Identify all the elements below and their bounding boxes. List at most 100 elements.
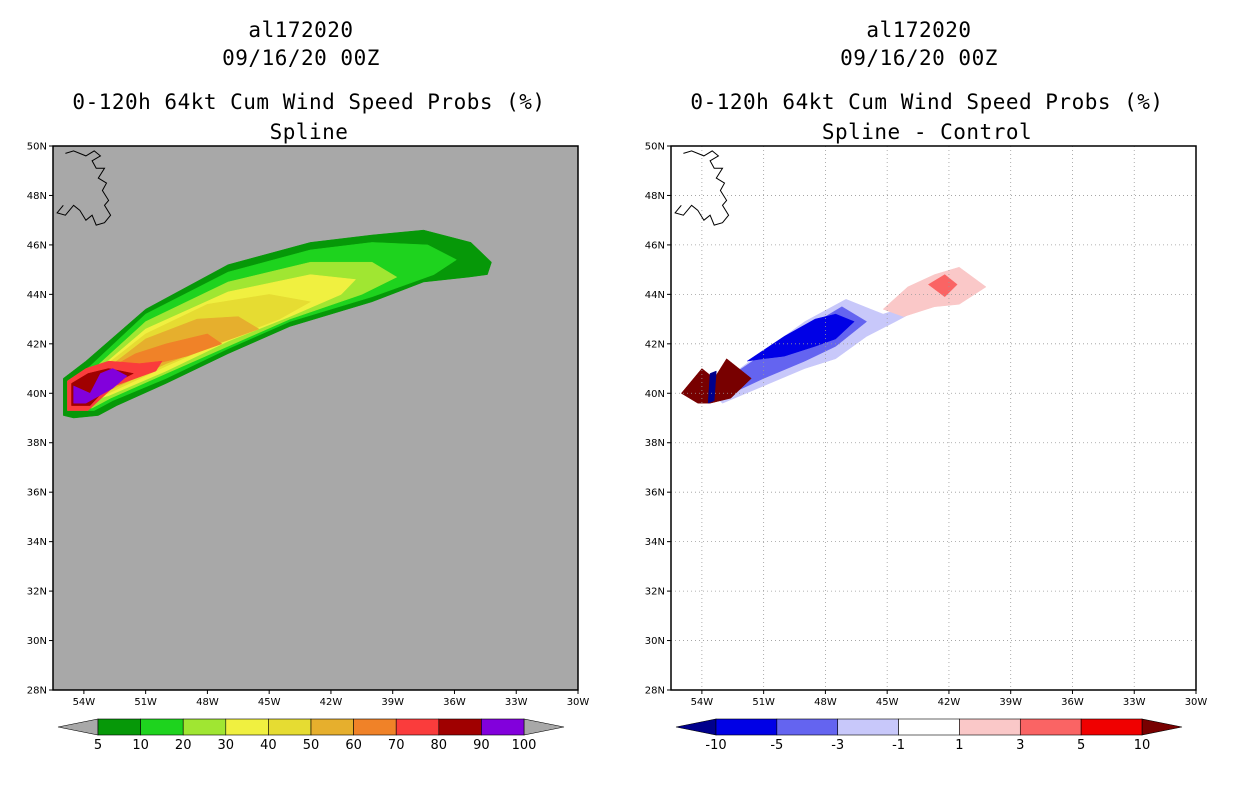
colorbar-swatch [776, 718, 839, 736]
x-tick-label: 54W [691, 697, 714, 708]
colorbar-swatch [353, 718, 397, 736]
colorbar-label: 10 [1134, 738, 1151, 753]
y-tick-label: 40N [645, 389, 665, 400]
colorbar-swatch [837, 718, 899, 736]
colorbar-label: 90 [473, 738, 490, 753]
colorbar-label: 10 [132, 738, 149, 753]
colorbar-swatch [310, 718, 354, 736]
contour-band [707, 370, 717, 404]
y-tick-label: 38N [27, 438, 47, 449]
y-tick-label: 46N [645, 240, 665, 251]
wind-prob-map: 54W 51W 48W 45W 42W 39W 36W 33W 30W 28N 30N 32N 34N 3… [27, 142, 590, 754]
y-tick-label: 42N [645, 339, 665, 350]
colorbar-label: 40 [260, 738, 277, 753]
forecast-datetime: 09/16/20 00Z [222, 46, 380, 70]
chart-subtitle: Spline - Control [821, 120, 1033, 144]
colorbar-label: 20 [175, 738, 192, 753]
panel-spline: al172020 09/16/20 00Z 0-120h 64kt Cum Wi… [27, 18, 590, 754]
colorbar-swatch [182, 718, 227, 736]
x-tick-label: 45W [258, 697, 281, 708]
contour-band [927, 274, 958, 298]
x-tick-label: 51W [134, 697, 157, 708]
y-tick-label: 30N [27, 636, 47, 647]
y-tick-label: 38N [645, 438, 665, 449]
y-tick-label: 32N [645, 587, 665, 598]
colorbar-label: 80 [431, 738, 448, 753]
y-tick-label: 50N [645, 142, 665, 153]
x-tick-label: 42W [320, 697, 343, 708]
colorbar-swatch [438, 718, 482, 736]
x-tick-label: 48W [196, 697, 219, 708]
y-tick-label: 34N [645, 537, 665, 548]
x-tick-label: 51W [752, 697, 775, 708]
contour-band [680, 358, 752, 404]
colorbar-high-end [1141, 718, 1183, 736]
plot-frame [670, 145, 1197, 691]
colorbar-swatch [395, 718, 440, 736]
colorbar-low-end [57, 718, 99, 736]
colorbar-label: -3 [831, 738, 844, 753]
x-tick-label: 30W [567, 697, 590, 708]
colorbar-label: 1 [955, 738, 963, 753]
colorbar-swatch [97, 718, 141, 736]
y-tick-label: 28N [645, 686, 665, 697]
colorbar-swatch [140, 718, 184, 736]
y-tick-label: 46N [27, 240, 47, 251]
coastline [674, 150, 730, 226]
y-tick-label: 30N [645, 636, 665, 647]
x-tick-label: 33W [1123, 697, 1146, 708]
colorbar-swatch [225, 718, 269, 736]
colorbar-label: -1 [892, 738, 905, 753]
panel-spline-minus-control: al172020 09/16/20 00Z 0-120h 64kt Cum Wi… [618, 0, 1236, 800]
contour-band [73, 368, 128, 404]
plot-frame [52, 145, 579, 691]
x-tick-label: 36W [443, 697, 466, 708]
forecast-datetime: 09/16/20 00Z [840, 46, 998, 70]
colorbar-swatch [959, 718, 1021, 736]
chart-title: 0-120h 64kt Cum Wind Speed Probs (%) [72, 90, 546, 114]
plot-background [671, 146, 1196, 690]
colorbar-low-end [675, 718, 717, 736]
contour-band [747, 313, 855, 362]
x-tick-label: 36W [1061, 697, 1084, 708]
x-tick-label: 54W [73, 697, 96, 708]
x-tick-label: 39W [999, 697, 1022, 708]
colorbar-label: 30 [218, 738, 235, 753]
chart-subtitle: Spline [269, 120, 349, 144]
coastline [56, 150, 112, 226]
colorbar-label: 3 [1016, 738, 1024, 753]
x-tick-label: 42W [938, 697, 961, 708]
plot-background [53, 146, 578, 690]
colorbar-label: -5 [770, 738, 783, 753]
contour-band [882, 266, 987, 317]
y-tick-label: 42N [27, 339, 47, 350]
x-tick-label: 39W [381, 697, 404, 708]
y-tick-label: 50N [27, 142, 47, 153]
y-tick-label: 44N [645, 290, 665, 301]
colorbar-label: 70 [388, 738, 405, 753]
colorbar-swatch [715, 718, 778, 736]
colorbar-label: 5 [1077, 738, 1085, 753]
y-tick-label: 48N [27, 191, 47, 202]
x-tick-label: 30W [1185, 697, 1208, 708]
colorbar-swatch [1019, 718, 1082, 736]
wind-prob-diff-map: 54W 51W 48W 45W 42W 39W 36W 33W 30W 28N 30N 32N 34N 3… [645, 142, 1208, 754]
y-tick-label: 44N [27, 290, 47, 301]
colorbar-swatch [268, 718, 312, 736]
storm-id: al172020 [866, 18, 972, 42]
colorbar-swatch [481, 718, 525, 736]
colorbar-swatch [1080, 718, 1143, 736]
colorbar-label: 5 [94, 738, 102, 753]
x-tick-label: 45W [876, 697, 899, 708]
x-tick-label: 33W [505, 697, 528, 708]
colorbar-label: 60 [345, 738, 362, 753]
y-tick-label: 48N [645, 191, 665, 202]
y-tick-label: 32N [27, 587, 47, 598]
colorbar-swatch [898, 718, 960, 736]
y-tick-label: 36N [645, 488, 665, 499]
colorbar-high-end [523, 718, 565, 736]
x-tick-label: 48W [814, 697, 837, 708]
y-tick-label: 34N [27, 537, 47, 548]
y-tick-label: 36N [27, 488, 47, 499]
colorbar-label: 50 [303, 738, 320, 753]
